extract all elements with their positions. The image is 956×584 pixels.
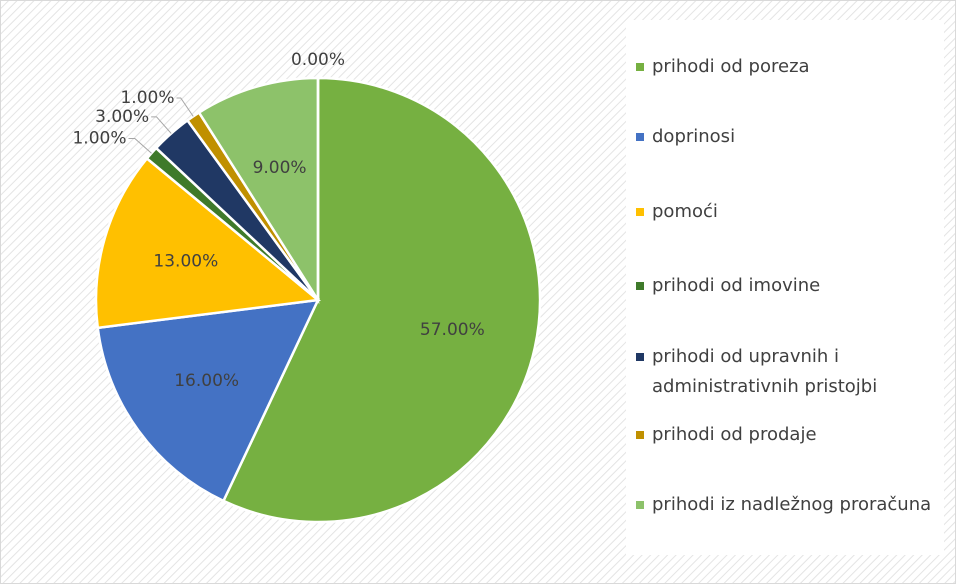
- data-label: 3.00%: [95, 107, 149, 127]
- pie-slice: [197, 76, 320, 305]
- leader-line: [128, 138, 152, 154]
- legend-label: doprinosi: [652, 126, 736, 147]
- data-label: 57.00%: [420, 320, 485, 340]
- legend-item: doprinosi: [636, 122, 936, 152]
- leader-line: [151, 116, 172, 134]
- legend-swatch: [636, 63, 644, 71]
- legend-label: pomoći: [652, 201, 718, 222]
- legend: prihodi od poreza doprinosi pomoći prihodi …: [626, 20, 944, 555]
- data-label: 13.00%: [153, 252, 218, 272]
- legend-label: prihodi od upravnih i administrativnih p…: [652, 346, 878, 397]
- pie-slice: [96, 298, 321, 503]
- legend-label: prihodi od poreza: [652, 56, 810, 77]
- legend-label: prihodi od prodaje: [652, 424, 817, 445]
- legend-item: pomoći: [636, 197, 936, 227]
- legend-swatch: [636, 282, 644, 290]
- pie-slice: [94, 156, 322, 330]
- legend-swatch: [636, 208, 644, 216]
- leader-line: [176, 97, 194, 117]
- legend-swatch: [636, 353, 644, 361]
- data-label: 16.00%: [174, 371, 239, 391]
- legend-item: prihodi od upravnih i administrativnih p…: [636, 342, 936, 402]
- legend-swatch: [636, 501, 644, 509]
- pie-slice: [221, 76, 542, 524]
- data-label: 0.00%: [291, 50, 345, 70]
- legend-item: prihodi iz nadležnog proračuna: [636, 490, 936, 520]
- legend-item: prihodi od poreza: [636, 52, 936, 82]
- legend-swatch: [636, 133, 644, 141]
- legend-item: prihodi od imovine: [636, 271, 936, 301]
- legend-swatch: [636, 431, 644, 439]
- data-label: 1.00%: [120, 88, 174, 108]
- legend-item: prihodi od prodaje: [636, 420, 936, 450]
- data-label: 1.00%: [72, 129, 126, 149]
- legend-label: prihodi iz nadležnog proračuna: [652, 494, 932, 515]
- legend-label: prihodi od imovine: [652, 275, 821, 296]
- data-label: 9.00%: [253, 158, 307, 178]
